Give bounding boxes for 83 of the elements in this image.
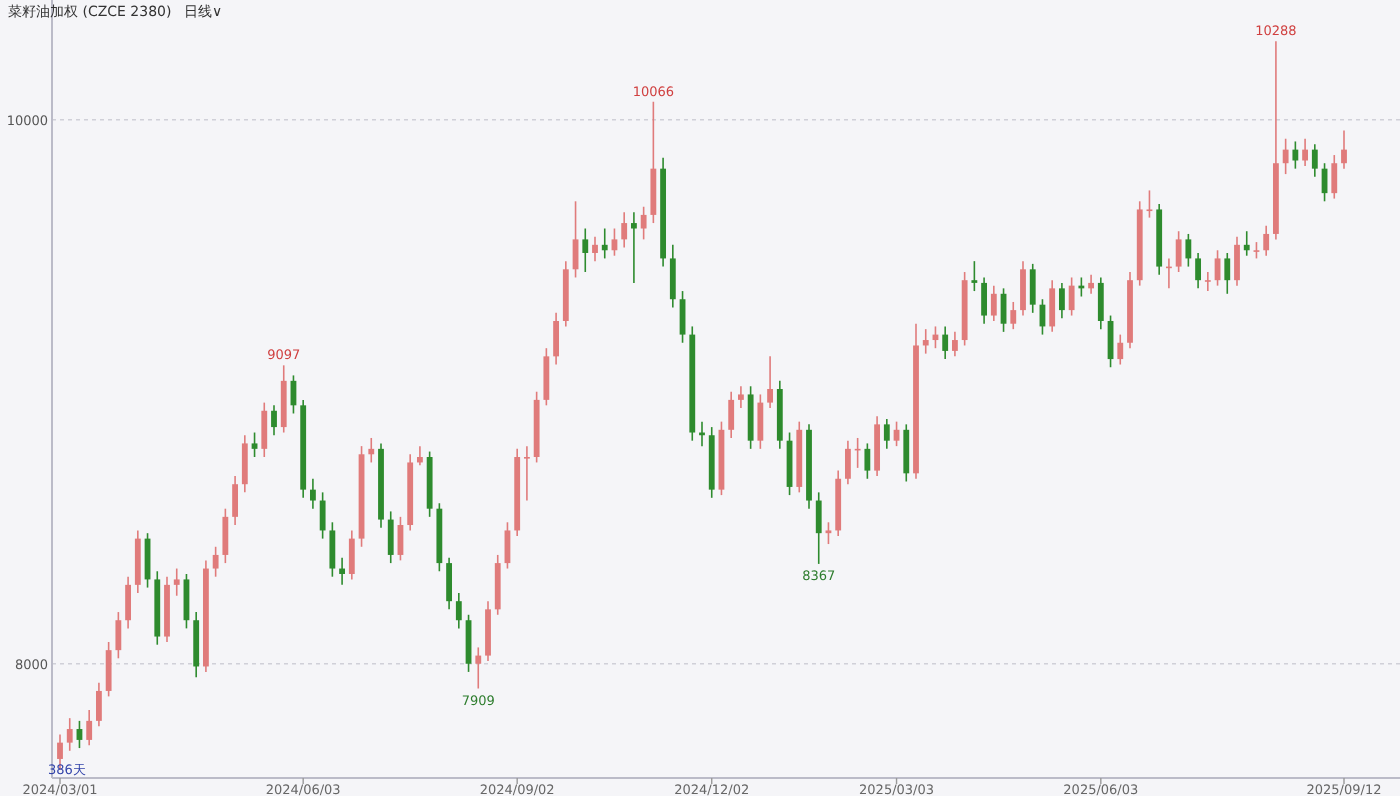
candlestick: [1204, 271, 1211, 292]
candlestick: [1302, 137, 1309, 167]
candlestick: [222, 507, 229, 564]
candlestick: [319, 491, 326, 540]
candlestick: [485, 600, 491, 662]
candlestick: [669, 244, 676, 309]
candlestick: [951, 331, 958, 358]
candlestick: [348, 529, 355, 581]
candlestick: [66, 717, 73, 752]
candlestick: [1088, 273, 1095, 295]
candlestick: [874, 415, 881, 477]
candlestick: [971, 260, 978, 292]
candlestick: [1341, 129, 1347, 170]
candlestick: [737, 385, 744, 409]
candlestick: [903, 423, 910, 483]
candlestick: [1263, 224, 1270, 257]
candlestick: [1058, 282, 1065, 320]
candlestick: [212, 545, 219, 578]
candlestick: [553, 312, 560, 366]
candlestick: [446, 556, 453, 611]
candlestick: [309, 477, 316, 510]
candlestick: [1292, 140, 1299, 170]
candlestick: [173, 567, 180, 597]
candlestick: [883, 418, 890, 450]
candlestick: [630, 211, 637, 284]
candlestick: [387, 510, 394, 564]
candlestick: [728, 390, 735, 439]
candlestick: [592, 235, 598, 262]
candlestick: [339, 556, 346, 586]
candlestick: [280, 364, 287, 434]
candlestick: [251, 431, 258, 458]
candlestick: [1185, 233, 1192, 268]
candlestick: [1175, 230, 1182, 273]
candlestick: [640, 205, 647, 241]
candlestick: [1010, 301, 1017, 330]
candlestick: [134, 529, 141, 594]
candlestick: [1049, 279, 1056, 333]
candlestick: [747, 385, 754, 450]
candlestick: [261, 401, 268, 458]
candlestick: [1282, 137, 1289, 175]
candlestick: [981, 276, 988, 325]
candlestick: [368, 437, 375, 464]
candlestick: [922, 328, 929, 355]
candlestick: [1311, 143, 1318, 178]
candlestick: [193, 611, 200, 679]
candlestick: [621, 211, 628, 249]
candlestick: [1029, 263, 1036, 314]
candlestick: [95, 681, 102, 728]
candlestick: [767, 355, 774, 409]
candlestick: [757, 393, 764, 450]
candlestick: [416, 445, 423, 466]
candlestick: [1331, 154, 1338, 200]
candlestick: [105, 641, 112, 698]
candlestick: [1146, 189, 1153, 219]
candlestick: [650, 100, 657, 224]
candlestick: [582, 227, 589, 273]
candlestick: [1224, 252, 1231, 295]
candlestick: [942, 325, 949, 360]
candlestick: [86, 709, 93, 747]
candlestick: [241, 434, 248, 494]
candlestick: [1117, 333, 1124, 366]
candlestick: [329, 521, 336, 578]
candlestick: [1097, 276, 1104, 330]
candlestick: [1234, 235, 1240, 287]
candlestick: [115, 611, 122, 660]
candlestick: [232, 475, 239, 526]
candlestick: [494, 554, 501, 616]
candlestick: [864, 442, 871, 480]
candlestick: [825, 521, 832, 545]
candlestick: [601, 227, 608, 260]
candlestick: [475, 646, 482, 690]
candlestick: [523, 445, 530, 502]
candlestick: [1020, 260, 1026, 317]
candlestick: [1068, 276, 1075, 317]
candlestick: [271, 404, 277, 437]
candlestick: [1243, 230, 1250, 257]
candlestick: [455, 592, 462, 630]
candlestick: [844, 439, 851, 486]
candlestick: [543, 347, 550, 407]
candlestick: [815, 491, 822, 565]
candlestick: [125, 575, 132, 630]
candlestick: [1195, 252, 1202, 290]
candlestick: [990, 284, 997, 322]
